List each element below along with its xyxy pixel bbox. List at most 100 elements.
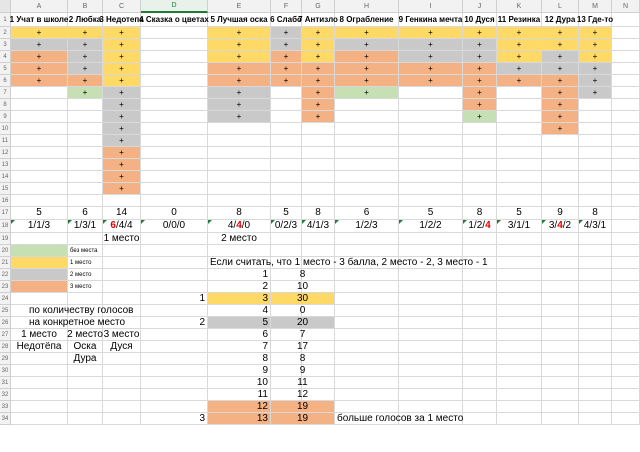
total-count-cell[interactable]: 5 xyxy=(271,207,302,220)
empty-cell[interactable] xyxy=(497,329,542,341)
empty-cell[interactable] xyxy=(542,269,579,281)
vote-cell[interactable] xyxy=(68,111,103,123)
empty-cell[interactable] xyxy=(335,281,399,293)
film-title-cell[interactable]: 5 Лучшая оска xyxy=(208,13,271,27)
empty-cell[interactable] xyxy=(11,233,68,245)
row-header-24[interactable]: 24 xyxy=(0,293,11,305)
vote-cell[interactable] xyxy=(612,75,640,87)
empty-cell[interactable] xyxy=(542,245,579,257)
legend-swatch[interactable] xyxy=(11,245,68,257)
empty-cell[interactable] xyxy=(208,195,271,207)
vote-cell[interactable] xyxy=(11,183,68,195)
empty-cell[interactable] xyxy=(463,245,497,257)
summary-first-place[interactable]: Недотёпа xyxy=(11,341,68,353)
vote-cell[interactable] xyxy=(335,135,399,147)
row-header-13[interactable]: 13 xyxy=(0,159,11,171)
vote-cell[interactable] xyxy=(335,147,399,159)
film-title-cell[interactable] xyxy=(612,13,640,27)
vote-cell[interactable] xyxy=(11,135,68,147)
vote-cell[interactable]: + xyxy=(208,39,271,51)
vote-cell[interactable]: + xyxy=(579,27,612,39)
row-header-34[interactable]: 34 xyxy=(0,413,11,425)
empty-cell[interactable] xyxy=(103,293,141,305)
empty-cell[interactable] xyxy=(463,377,497,389)
empty-cell[interactable] xyxy=(399,305,463,317)
vote-cell[interactable]: + xyxy=(208,99,271,111)
empty-cell[interactable] xyxy=(399,269,463,281)
vote-cell[interactable] xyxy=(141,171,208,183)
row-header-5[interactable]: 5 xyxy=(0,63,11,75)
empty-cell[interactable] xyxy=(103,413,141,425)
vote-cell[interactable] xyxy=(612,63,640,75)
empty-cell[interactable] xyxy=(141,377,208,389)
row-header-11[interactable]: 11 xyxy=(0,135,11,147)
place-votes-cell[interactable]: 6/4/4 xyxy=(103,220,141,233)
empty-cell[interactable] xyxy=(612,341,640,353)
row-header-16[interactable]: 16 xyxy=(0,195,11,207)
summary-second-place[interactable]: Оска xyxy=(68,341,103,353)
empty-cell[interactable] xyxy=(579,269,612,281)
empty-cell[interactable] xyxy=(208,245,271,257)
vote-cell[interactable] xyxy=(141,111,208,123)
vote-cell[interactable]: + xyxy=(11,63,68,75)
empty-cell[interactable] xyxy=(335,389,399,401)
empty-cell[interactable] xyxy=(11,293,68,305)
vote-cell[interactable] xyxy=(497,183,542,195)
empty-cell[interactable] xyxy=(103,245,141,257)
vote-cell[interactable] xyxy=(399,111,463,123)
place-votes-cell[interactable]: 4/3/1 xyxy=(579,220,612,233)
empty-cell[interactable] xyxy=(103,281,141,293)
place-votes-cell[interactable]: 1/2/4 xyxy=(463,220,497,233)
empty-cell[interactable] xyxy=(542,377,579,389)
column-header-e[interactable]: E xyxy=(208,0,271,13)
vote-cell[interactable]: + xyxy=(497,39,542,51)
film-title-cell[interactable]: 6 Слабо xyxy=(270,13,302,27)
empty-cell[interactable] xyxy=(612,377,640,389)
empty-cell[interactable] xyxy=(542,195,579,207)
vote-cell[interactable] xyxy=(335,123,399,135)
vote-cell[interactable]: + xyxy=(208,87,271,99)
vote-cell[interactable] xyxy=(271,159,302,171)
vote-cell[interactable] xyxy=(141,39,208,51)
total-count-cell[interactable]: 0 xyxy=(141,207,208,220)
place-votes-cell[interactable]: 0/0/0 xyxy=(141,220,208,233)
empty-cell[interactable] xyxy=(612,413,640,425)
column-header-a[interactable]: A xyxy=(11,0,68,13)
empty-cell[interactable] xyxy=(463,365,497,377)
vote-cell[interactable] xyxy=(612,147,640,159)
votes-note-line2[interactable]: на конкретное место xyxy=(11,317,141,329)
vote-cell[interactable] xyxy=(612,111,640,123)
vote-cell[interactable] xyxy=(302,135,335,147)
vote-cell[interactable] xyxy=(141,27,208,39)
film-number-cell[interactable]: 3 xyxy=(208,293,271,305)
summary-third-place[interactable]: Дуся xyxy=(103,341,141,353)
empty-cell[interactable] xyxy=(612,269,640,281)
vote-cell[interactable]: + xyxy=(302,27,335,39)
vote-cell[interactable]: + xyxy=(68,51,103,63)
empty-cell[interactable] xyxy=(68,293,103,305)
vote-cell[interactable]: + xyxy=(542,111,579,123)
empty-cell[interactable] xyxy=(497,377,542,389)
vote-cell[interactable] xyxy=(271,87,302,99)
second-place-label[interactable]: 2 место xyxy=(208,233,271,245)
film-title-cell[interactable]: 3 Недотепа xyxy=(99,13,144,27)
vote-cell[interactable] xyxy=(542,147,579,159)
vote-cell[interactable] xyxy=(579,183,612,195)
vote-cell[interactable] xyxy=(68,99,103,111)
score-cell[interactable]: 8 xyxy=(271,269,335,281)
place-votes-cell[interactable]: 3/1/1 xyxy=(497,220,542,233)
empty-cell[interactable] xyxy=(335,401,399,413)
empty-cell[interactable] xyxy=(335,353,399,365)
empty-cell[interactable] xyxy=(579,389,612,401)
empty-cell[interactable] xyxy=(497,341,542,353)
vote-cell[interactable] xyxy=(399,123,463,135)
vote-cell[interactable]: + xyxy=(579,75,612,87)
empty-cell[interactable] xyxy=(497,305,542,317)
empty-cell[interactable] xyxy=(542,413,579,425)
vote-cell[interactable] xyxy=(579,99,612,111)
vote-cell[interactable] xyxy=(208,159,271,171)
vote-cell[interactable] xyxy=(68,123,103,135)
empty-cell[interactable] xyxy=(141,269,208,281)
vote-cell[interactable]: + xyxy=(542,99,579,111)
empty-cell[interactable] xyxy=(463,401,497,413)
